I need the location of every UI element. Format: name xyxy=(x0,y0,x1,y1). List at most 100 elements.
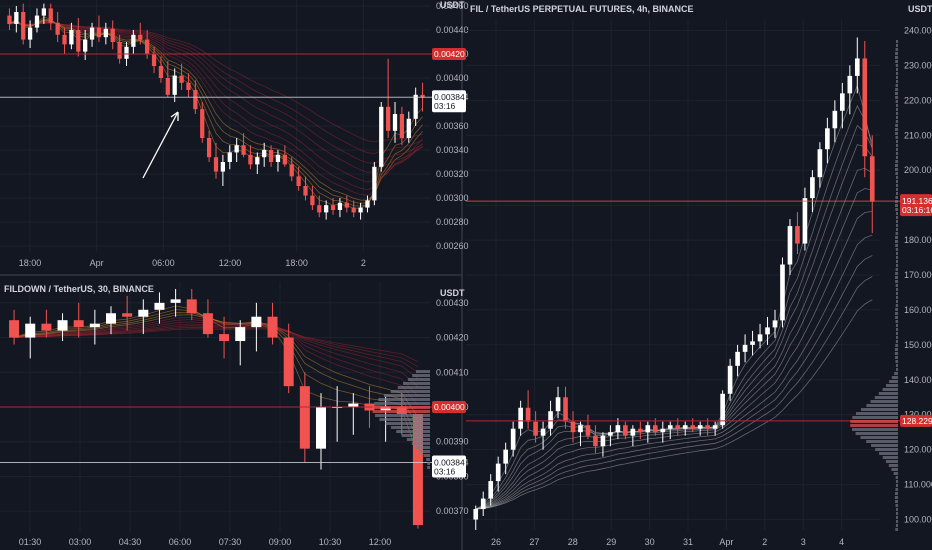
candle[interactable] xyxy=(255,152,260,174)
candle[interactable] xyxy=(14,6,19,33)
candle[interactable] xyxy=(62,27,67,54)
candle[interactable] xyxy=(213,142,219,179)
candle[interactable] xyxy=(697,421,703,436)
candle[interactable] xyxy=(840,82,845,129)
candle[interactable] xyxy=(600,432,606,457)
candle[interactable] xyxy=(172,68,177,102)
candle[interactable] xyxy=(787,219,793,275)
candle[interactable] xyxy=(757,323,763,349)
candle[interactable] xyxy=(862,40,868,178)
candle[interactable] xyxy=(570,411,576,443)
candle[interactable] xyxy=(548,400,553,436)
candle[interactable] xyxy=(283,323,294,394)
candle[interactable] xyxy=(712,421,718,436)
candle[interactable] xyxy=(330,198,336,215)
candle[interactable] xyxy=(406,111,411,143)
candle[interactable] xyxy=(832,100,838,143)
candle[interactable] xyxy=(720,390,725,429)
candle[interactable] xyxy=(563,386,568,429)
candle[interactable] xyxy=(358,202,363,220)
candle[interactable] xyxy=(267,302,278,345)
candle[interactable] xyxy=(55,12,60,42)
candle[interactable] xyxy=(76,18,81,57)
candle[interactable] xyxy=(667,421,673,440)
candle[interactable] xyxy=(21,3,26,45)
candle[interactable] xyxy=(742,334,748,363)
panel-top-left[interactable]: USDT0.004600.004400.004200.004000.003840… xyxy=(0,0,469,268)
candle[interactable] xyxy=(296,166,301,191)
candle[interactable] xyxy=(623,421,628,440)
candle[interactable] xyxy=(495,456,501,492)
candle[interactable] xyxy=(220,154,226,186)
candle[interactable] xyxy=(27,20,33,48)
candle[interactable] xyxy=(854,37,860,94)
candle[interactable] xyxy=(585,414,591,440)
candle[interactable] xyxy=(525,390,531,429)
candle[interactable] xyxy=(372,162,377,206)
candle[interactable] xyxy=(110,20,115,50)
candle[interactable] xyxy=(122,295,133,331)
candle[interactable] xyxy=(555,386,561,419)
candle[interactable] xyxy=(660,421,666,443)
candle[interactable] xyxy=(170,288,181,317)
candle[interactable] xyxy=(413,87,418,126)
candle[interactable] xyxy=(206,130,212,162)
candle[interactable] xyxy=(73,302,84,338)
candle[interactable] xyxy=(385,58,391,138)
candle[interactable] xyxy=(186,73,191,98)
candle[interactable] xyxy=(510,421,516,457)
candle[interactable] xyxy=(7,8,12,30)
candle[interactable] xyxy=(365,195,370,213)
candle[interactable] xyxy=(154,292,165,324)
candle[interactable] xyxy=(131,30,136,54)
candle[interactable] xyxy=(533,411,538,443)
candle[interactable] xyxy=(578,421,583,447)
candle[interactable] xyxy=(83,30,88,60)
candle[interactable] xyxy=(480,491,486,517)
candle[interactable] xyxy=(344,195,349,213)
candle[interactable] xyxy=(57,313,68,342)
candle[interactable] xyxy=(248,145,253,170)
candle[interactable] xyxy=(825,117,830,164)
candle[interactable] xyxy=(282,145,287,167)
candle[interactable] xyxy=(303,176,308,201)
candle[interactable] xyxy=(103,22,108,45)
candle[interactable] xyxy=(234,138,239,162)
candle[interactable] xyxy=(41,3,47,24)
candle[interactable] xyxy=(9,309,20,345)
candle[interactable] xyxy=(337,198,343,218)
candle[interactable] xyxy=(735,344,740,377)
candle[interactable] xyxy=(780,257,785,328)
candle[interactable] xyxy=(399,106,405,146)
candle[interactable] xyxy=(765,316,770,345)
candle[interactable] xyxy=(847,65,853,115)
candle[interactable] xyxy=(810,170,815,213)
candle[interactable] xyxy=(41,309,52,338)
candle[interactable] xyxy=(186,288,197,321)
candle[interactable] xyxy=(105,306,117,335)
candle[interactable] xyxy=(200,102,205,143)
candle[interactable] xyxy=(795,212,800,255)
candle[interactable] xyxy=(348,393,359,435)
candle[interactable] xyxy=(772,309,778,338)
candle[interactable] xyxy=(630,425,636,447)
candle[interactable] xyxy=(202,299,213,338)
candle[interactable] xyxy=(69,22,74,50)
candle[interactable] xyxy=(317,195,322,218)
candle[interactable] xyxy=(275,150,281,172)
candle[interactable] xyxy=(608,425,613,447)
candle[interactable] xyxy=(34,8,40,33)
candle[interactable] xyxy=(750,330,755,356)
candle[interactable] xyxy=(802,187,808,251)
candle[interactable] xyxy=(219,316,230,359)
candle[interactable] xyxy=(268,145,274,167)
candle[interactable] xyxy=(315,393,327,470)
candle[interactable] xyxy=(117,34,122,64)
candle[interactable] xyxy=(682,421,688,436)
candle[interactable] xyxy=(503,442,508,475)
candle[interactable] xyxy=(151,46,157,74)
candle[interactable] xyxy=(727,358,733,401)
panel-right[interactable]: USDT 240.000 230.000 220.000 210.000 200.000 1… xyxy=(466,4,932,547)
